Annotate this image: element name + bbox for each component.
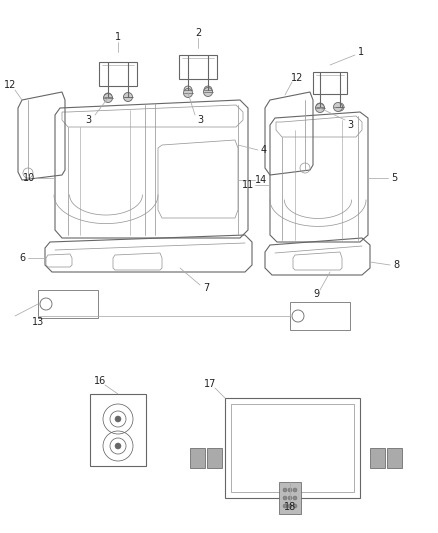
Text: 3: 3 — [85, 115, 91, 125]
Circle shape — [293, 496, 297, 500]
Text: 10: 10 — [23, 173, 35, 183]
Text: 3: 3 — [197, 115, 203, 125]
Text: 14: 14 — [255, 175, 267, 185]
Circle shape — [204, 86, 212, 94]
Text: 1: 1 — [115, 32, 121, 42]
Polygon shape — [279, 482, 301, 514]
Polygon shape — [370, 448, 385, 468]
Text: 3: 3 — [347, 120, 353, 130]
Text: 18: 18 — [284, 502, 296, 512]
Polygon shape — [207, 448, 222, 468]
Circle shape — [288, 496, 292, 500]
Polygon shape — [190, 448, 205, 468]
Circle shape — [103, 93, 113, 102]
Circle shape — [283, 504, 287, 508]
Circle shape — [283, 496, 287, 500]
Circle shape — [293, 488, 297, 492]
Text: 2: 2 — [195, 28, 201, 38]
Text: 8: 8 — [393, 260, 399, 270]
Text: 16: 16 — [94, 376, 106, 386]
Text: 12: 12 — [291, 73, 303, 83]
Circle shape — [124, 93, 132, 101]
Text: 1: 1 — [358, 47, 364, 57]
Circle shape — [115, 443, 121, 449]
Circle shape — [115, 416, 121, 422]
Circle shape — [204, 87, 212, 96]
Text: 17: 17 — [204, 379, 216, 389]
Text: 11: 11 — [242, 180, 254, 190]
Circle shape — [124, 93, 133, 101]
Circle shape — [184, 88, 192, 98]
Polygon shape — [387, 448, 402, 468]
Circle shape — [288, 488, 292, 492]
Text: 6: 6 — [19, 253, 25, 263]
Circle shape — [293, 504, 297, 508]
Circle shape — [336, 103, 344, 111]
Circle shape — [333, 102, 343, 111]
Circle shape — [288, 504, 292, 508]
Circle shape — [315, 103, 325, 112]
Text: 4: 4 — [261, 145, 267, 155]
Text: 12: 12 — [4, 80, 16, 90]
Text: 5: 5 — [391, 173, 397, 183]
Text: 7: 7 — [203, 283, 209, 293]
Circle shape — [283, 488, 287, 492]
Circle shape — [316, 103, 324, 111]
Text: 13: 13 — [32, 317, 44, 327]
Circle shape — [184, 86, 192, 94]
Text: 9: 9 — [313, 289, 319, 299]
Circle shape — [104, 93, 112, 101]
